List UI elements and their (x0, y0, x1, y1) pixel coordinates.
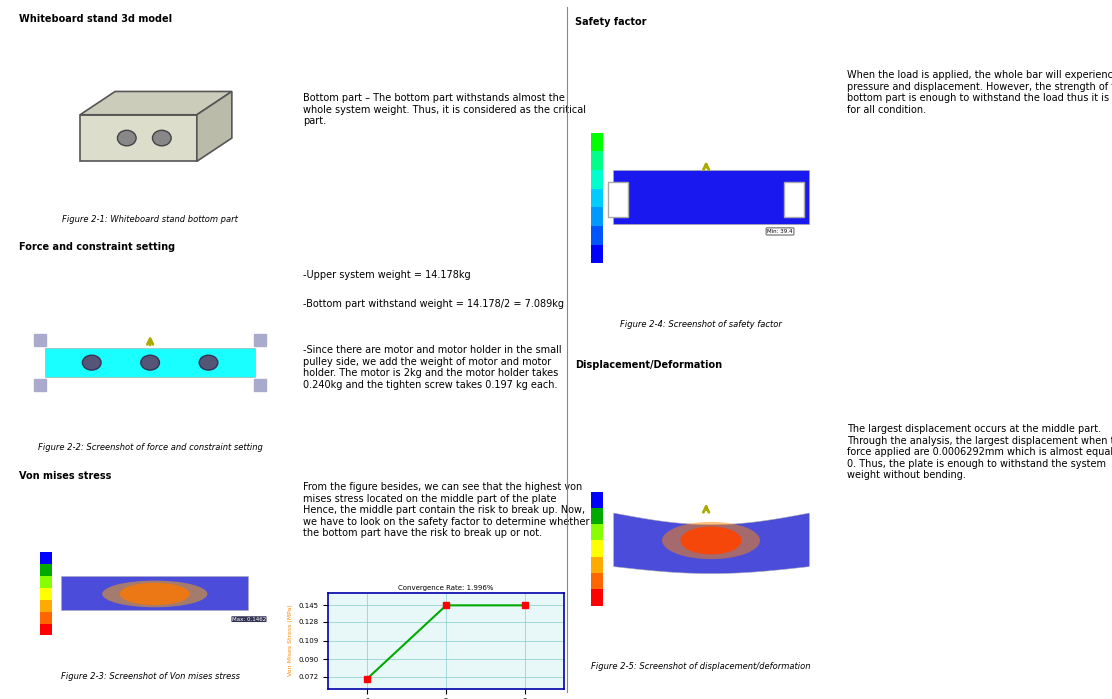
Bar (592, 491, 604, 508)
Bar (592, 152, 604, 170)
Text: -Upper system weight = 14.178kg: -Upper system weight = 14.178kg (302, 270, 470, 280)
Text: Figure 2-3: Screenshot of Von mises stress: Figure 2-3: Screenshot of Von mises stre… (61, 672, 239, 681)
Polygon shape (44, 348, 256, 377)
Bar (592, 573, 604, 589)
Bar (592, 189, 604, 208)
Polygon shape (197, 92, 231, 161)
Text: Whiteboard stand 3d model: Whiteboard stand 3d model (20, 14, 172, 24)
Text: The largest displacement occurs at the middle part.
Through the analysis, the la: The largest displacement occurs at the m… (847, 424, 1112, 480)
Ellipse shape (102, 581, 207, 607)
Bar (592, 208, 604, 226)
Bar (592, 524, 604, 540)
Polygon shape (80, 115, 197, 161)
Bar (40, 600, 52, 612)
Polygon shape (61, 576, 248, 610)
Text: Safety factor: Safety factor (575, 17, 646, 27)
Ellipse shape (662, 522, 759, 559)
Text: Force and constraint setting: Force and constraint setting (20, 242, 176, 252)
Polygon shape (613, 170, 808, 224)
Bar (40, 576, 52, 588)
Ellipse shape (141, 355, 159, 370)
Text: Figure 2-5: Screenshot of displacement/deformation: Figure 2-5: Screenshot of displacement/d… (590, 663, 811, 672)
Y-axis label: Von Mises Stress (MPa): Von Mises Stress (MPa) (288, 605, 292, 677)
Text: When the load is applied, the whole bar will experience
pressure and displacemen: When the load is applied, the whole bar … (847, 70, 1112, 115)
Ellipse shape (152, 130, 171, 146)
Ellipse shape (82, 355, 101, 370)
Text: Von mises stress: Von mises stress (20, 470, 112, 480)
Bar (592, 226, 604, 245)
Text: -Bottom part withstand weight = 14.178/2 = 7.089kg: -Bottom part withstand weight = 14.178/2… (302, 299, 564, 309)
Ellipse shape (118, 130, 136, 146)
Ellipse shape (199, 355, 218, 370)
Text: From the figure besides, we can see that the highest von
mises stress located on: From the figure besides, we can see that… (302, 482, 589, 538)
Bar (592, 170, 604, 189)
Text: Bottom part – The bottom part withstands almost the
whole system weight. Thus, i: Bottom part – The bottom part withstands… (302, 93, 586, 127)
Text: Figure 2-4: Screenshot of safety factor: Figure 2-4: Screenshot of safety factor (619, 320, 782, 329)
Text: Figure 2-1: Whiteboard stand bottom part: Figure 2-1: Whiteboard stand bottom part (62, 215, 238, 224)
Bar (592, 245, 604, 264)
Bar (40, 552, 52, 564)
Bar (40, 612, 52, 624)
Ellipse shape (681, 526, 742, 554)
Bar (592, 557, 604, 573)
Bar (592, 589, 604, 606)
Bar (592, 540, 604, 557)
Bar (592, 133, 604, 152)
Text: Max: 0.1462: Max: 0.1462 (231, 617, 266, 621)
Bar (784, 182, 804, 217)
Bar (592, 508, 604, 524)
Title: Convergence Rate: 1.996%: Convergence Rate: 1.996% (398, 585, 494, 591)
Text: Displacement/Deformation: Displacement/Deformation (575, 360, 723, 370)
Polygon shape (80, 92, 231, 115)
Text: Min: 39.4: Min: 39.4 (767, 229, 793, 234)
Bar (608, 182, 628, 217)
Bar (40, 588, 52, 600)
Text: -Since there are motor and motor holder in the small
pulley side, we add the wei: -Since there are motor and motor holder … (302, 345, 562, 390)
Bar (40, 564, 52, 576)
Bar (40, 624, 52, 635)
Text: Figure 2-2: Screenshot of force and constraint setting: Figure 2-2: Screenshot of force and cons… (38, 443, 262, 452)
Ellipse shape (120, 583, 190, 605)
